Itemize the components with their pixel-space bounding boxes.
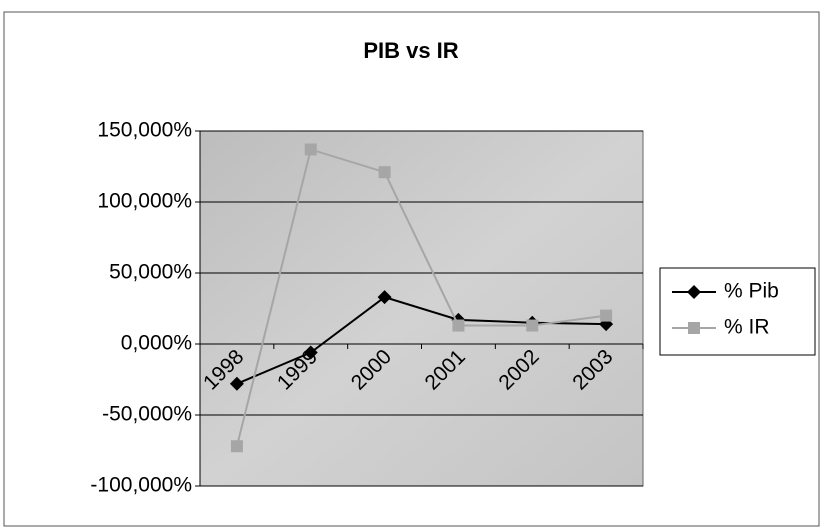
point (526, 319, 539, 332)
legend-label: % Pib (724, 280, 779, 303)
y-tick-label: -100,000% (90, 474, 192, 497)
legend-marker (688, 322, 700, 334)
y-tick-label: 0,000% (121, 332, 192, 355)
series-line (235, 148, 607, 447)
y-tick-label: 100,000% (97, 190, 192, 213)
y-tick-label: -50,000% (102, 403, 192, 426)
y-tick-label: 50,000% (109, 261, 192, 284)
point (230, 440, 243, 453)
legend-marker (687, 285, 701, 299)
point (378, 166, 391, 179)
point (229, 376, 244, 391)
point (377, 290, 392, 305)
y-tick-label: 150,000% (97, 119, 192, 142)
chart-title: PIB vs IR (363, 38, 458, 63)
point (600, 309, 613, 322)
point (452, 319, 465, 332)
point (304, 143, 317, 156)
point (303, 345, 318, 360)
legend-label: % IR (724, 316, 770, 339)
legend (659, 267, 816, 356)
